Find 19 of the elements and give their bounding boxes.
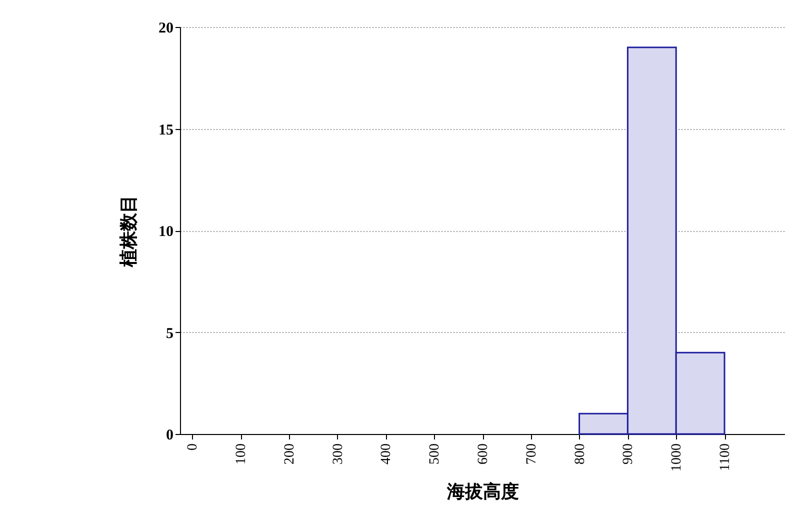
x-tick-label: 900: [621, 444, 636, 464]
x-tick-label: 800: [572, 444, 588, 464]
y-tick-label: 10: [158, 224, 174, 240]
y-tick-label: 5: [166, 326, 174, 342]
x-tick-label: 1100: [718, 444, 733, 471]
x-tick-label: 300: [330, 444, 346, 464]
x-tick-label: 0: [186, 444, 201, 450]
x-tick-label: 1000: [670, 444, 685, 472]
y-axis-title: 植株数目: [118, 195, 138, 268]
y-tick-label: 0: [166, 428, 174, 444]
x-tick-label: 100: [234, 444, 249, 464]
x-axis-title: 海拔高度: [446, 482, 519, 502]
x-tick-label: 200: [282, 444, 298, 464]
y-tick-label: 15: [158, 122, 174, 138]
x-tick-label: 700: [524, 444, 540, 464]
x-tick-label: 500: [428, 444, 443, 464]
x-tick-label: 600: [476, 444, 491, 464]
x-tick-label: 400: [379, 444, 394, 464]
y-tick-label: 20: [158, 20, 174, 36]
